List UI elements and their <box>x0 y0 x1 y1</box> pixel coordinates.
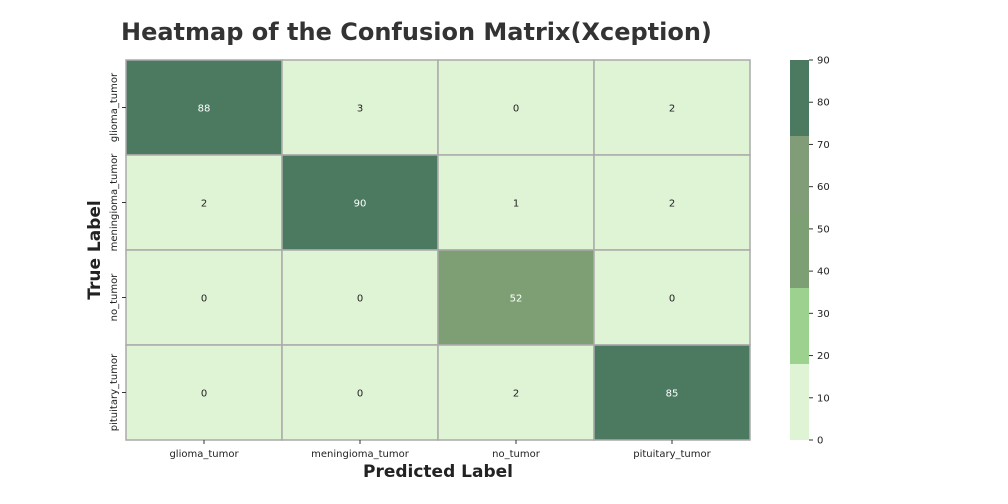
colorbar-band <box>790 60 809 136</box>
colorbar-tick-label: 90 <box>817 56 830 67</box>
x-tick-label: glioma_tumor <box>169 449 239 460</box>
x-tick-label: meningioma_tumor <box>311 449 410 460</box>
cell-value-label: 0 <box>513 104 519 115</box>
cell-value-label: 2 <box>669 104 675 115</box>
heatmap-cell <box>593 344 751 441</box>
colorbar-band <box>790 212 809 288</box>
x-tick-label: pituitary_tumor <box>633 449 711 460</box>
cell-value-label: 2 <box>201 199 207 210</box>
y-tick-label: no_tumor <box>109 273 120 322</box>
y-tick-label: glioma_tumor <box>109 72 120 142</box>
colorbar-tick-label: 60 <box>817 182 830 193</box>
heatmap-grid: 88 3 0 2 2 90 1 2 0 0 52 0 0 0 2 85 <box>125 59 751 441</box>
heatmap-cell <box>125 344 283 441</box>
heatmap-cell <box>125 59 283 156</box>
heatmap-cell <box>125 154 283 251</box>
cell-value-label: 85 <box>666 389 679 400</box>
cell-value-label: 1 <box>513 199 519 210</box>
colorbar-tick-label: 50 <box>817 224 830 235</box>
cell-value-label: 2 <box>669 199 675 210</box>
heatmap-cell <box>593 154 751 251</box>
colorbar-band <box>790 288 809 364</box>
y-tick-labels: glioma_tumor meningioma_tumor no_tumorpitu… <box>109 72 126 431</box>
heatmap-cell <box>593 249 751 346</box>
heatmap-cell <box>281 249 439 346</box>
colorbar-tick-label: 30 <box>817 309 830 320</box>
colorbar-tick-label: 10 <box>817 393 830 404</box>
heatmap-cell <box>281 59 439 156</box>
colorbar: 0 10 20 30 40 50 60 70 80 90 <box>790 56 830 447</box>
cell-value-label: 0 <box>357 294 363 305</box>
colorbar-tick-label: 0 <box>817 436 823 447</box>
chart-title: Heatmap of the Confusion Matrix(Xception… <box>121 18 712 46</box>
cell-value-label: 0 <box>669 294 675 305</box>
x-axis-label: Predicted Label <box>363 462 513 482</box>
y-axis-label: True Label <box>85 200 105 300</box>
cell-value-label: 52 <box>510 294 523 305</box>
colorbar-tick-label: 70 <box>817 140 830 151</box>
cell-value-label: 90 <box>354 199 367 210</box>
cell-value-label: 0 <box>201 294 207 305</box>
cell-value-label: 2 <box>513 389 519 400</box>
heatmap-cell <box>281 154 439 251</box>
y-tick-label: pituitary_tumor <box>109 353 120 431</box>
cell-value-label: 0 <box>201 389 207 400</box>
heatmap-cell <box>437 59 595 156</box>
cell-value-label: 88 <box>198 104 211 115</box>
cell-value-label: 0 <box>357 389 363 400</box>
colorbar-band <box>790 136 809 212</box>
x-tick-labels: glioma_tumor meningioma_tumor no_tumor pitu… <box>169 440 712 460</box>
colorbar-tick-label: 40 <box>817 267 830 278</box>
y-tick-label: meningioma_tumor <box>109 153 120 252</box>
x-tick-label: no_tumor <box>492 449 541 460</box>
colorbar-tick-label: 20 <box>817 351 830 362</box>
colorbar-band <box>790 364 809 440</box>
cell-value-label: 3 <box>357 104 363 115</box>
heatmap-cell <box>281 344 439 441</box>
colorbar-tick-label: 80 <box>817 98 830 109</box>
heatmap-cell <box>593 59 751 156</box>
